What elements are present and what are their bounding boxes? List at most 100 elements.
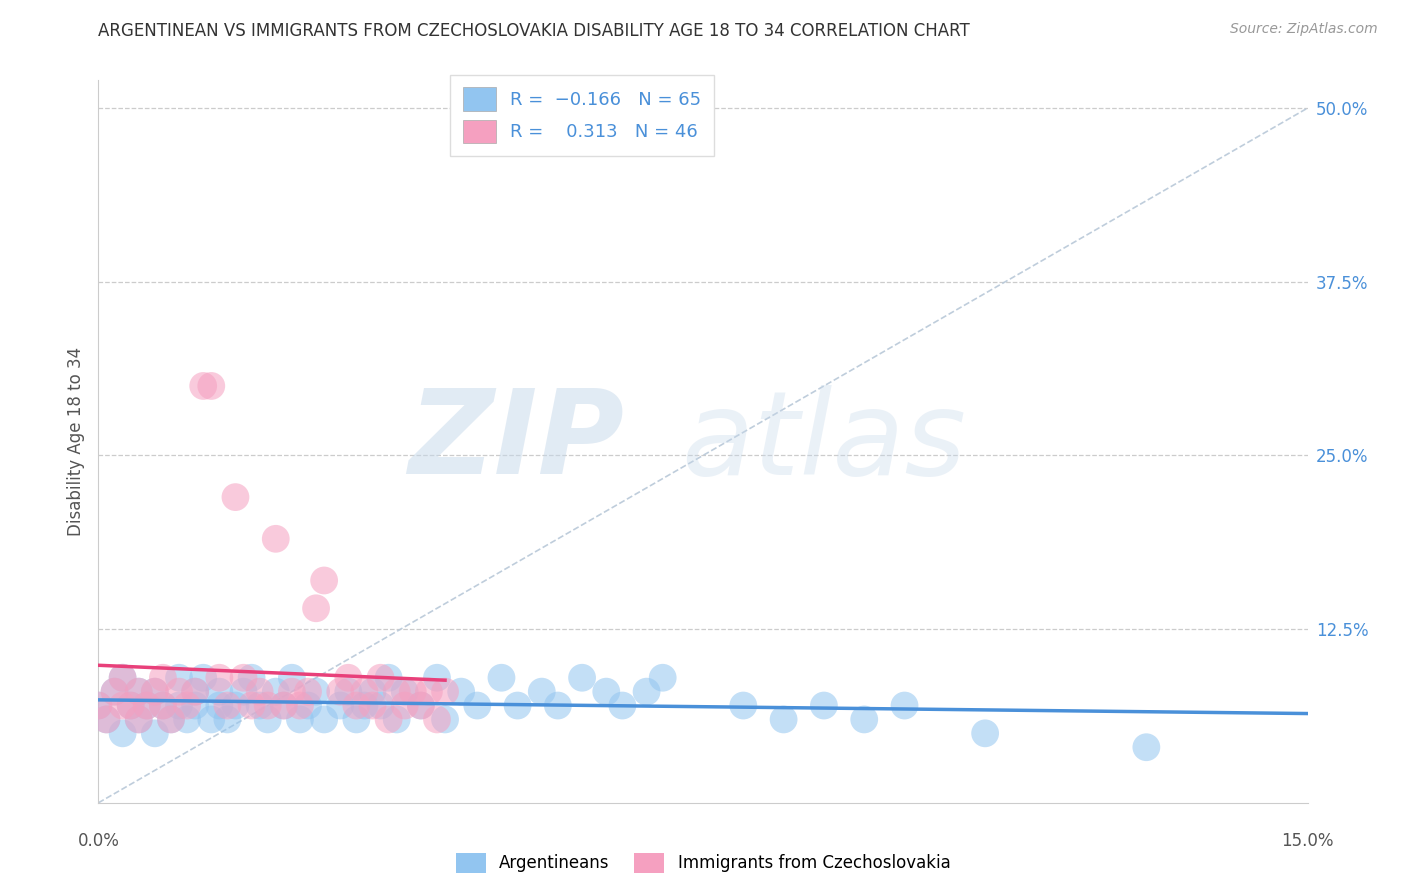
Point xyxy=(176,713,198,727)
Legend: Argentineans, Immigrants from Czechoslovakia: Argentineans, Immigrants from Czechoslov… xyxy=(449,847,957,880)
Point xyxy=(217,713,239,727)
Point xyxy=(344,713,367,727)
Point xyxy=(167,671,190,685)
Point xyxy=(305,684,328,698)
Point xyxy=(135,698,157,713)
Point xyxy=(143,726,166,740)
Point xyxy=(152,698,174,713)
Point xyxy=(256,698,278,713)
Point xyxy=(193,379,215,393)
Point xyxy=(103,684,125,698)
Text: 15.0%: 15.0% xyxy=(1281,831,1334,850)
Point xyxy=(377,713,399,727)
Text: ZIP: ZIP xyxy=(408,384,624,499)
Point xyxy=(217,698,239,713)
Point xyxy=(240,698,263,713)
Point xyxy=(240,671,263,685)
Point xyxy=(96,713,118,727)
Point xyxy=(733,698,755,713)
Point xyxy=(288,698,311,713)
Point xyxy=(813,698,835,713)
Point xyxy=(128,684,150,698)
Point xyxy=(361,684,384,698)
Point xyxy=(612,698,634,713)
Point xyxy=(329,698,352,713)
Point xyxy=(370,671,392,685)
Point xyxy=(636,684,658,698)
Point xyxy=(530,684,553,698)
Point xyxy=(491,671,513,685)
Point xyxy=(167,698,190,713)
Point xyxy=(208,671,231,685)
Point xyxy=(772,713,794,727)
Point xyxy=(111,671,134,685)
Point xyxy=(111,698,134,713)
Point xyxy=(434,684,457,698)
Point xyxy=(273,698,295,713)
Y-axis label: Disability Age 18 to 34: Disability Age 18 to 34 xyxy=(66,347,84,536)
Point xyxy=(160,713,183,727)
Point xyxy=(256,713,278,727)
Point xyxy=(402,684,425,698)
Point xyxy=(143,684,166,698)
Point xyxy=(167,684,190,698)
Point xyxy=(297,684,319,698)
Point xyxy=(394,698,416,713)
Point xyxy=(120,698,142,713)
Point xyxy=(152,698,174,713)
Point xyxy=(208,698,231,713)
Text: ARGENTINEAN VS IMMIGRANTS FROM CZECHOSLOVAKIA DISABILITY AGE 18 TO 34 CORRELATIO: ARGENTINEAN VS IMMIGRANTS FROM CZECHOSLO… xyxy=(98,22,970,40)
Point xyxy=(281,671,304,685)
Point xyxy=(224,490,246,504)
Point xyxy=(426,713,449,727)
Point xyxy=(273,698,295,713)
Point xyxy=(344,698,367,713)
Point xyxy=(288,713,311,727)
Point xyxy=(314,713,336,727)
Point xyxy=(176,698,198,713)
Point xyxy=(143,684,166,698)
Point xyxy=(200,713,222,727)
Point xyxy=(337,671,360,685)
Point xyxy=(651,671,673,685)
Point xyxy=(434,713,457,727)
Point xyxy=(249,684,271,698)
Point xyxy=(385,713,408,727)
Point xyxy=(418,684,440,698)
Point xyxy=(893,698,915,713)
Point xyxy=(264,684,287,698)
Text: atlas: atlas xyxy=(682,384,966,499)
Point xyxy=(426,671,449,685)
Point xyxy=(184,684,207,698)
Point xyxy=(353,684,375,698)
Point xyxy=(353,698,375,713)
Point xyxy=(409,698,432,713)
Point xyxy=(200,379,222,393)
Point xyxy=(128,713,150,727)
Point xyxy=(394,684,416,698)
Point xyxy=(571,671,593,685)
Point xyxy=(370,698,392,713)
Point xyxy=(853,713,876,727)
Point xyxy=(111,726,134,740)
Point xyxy=(305,601,328,615)
Point xyxy=(297,698,319,713)
Point xyxy=(208,684,231,698)
Point xyxy=(120,698,142,713)
Point xyxy=(232,684,254,698)
Point xyxy=(314,574,336,588)
Point xyxy=(193,671,215,685)
Text: Source: ZipAtlas.com: Source: ZipAtlas.com xyxy=(1230,22,1378,37)
Point xyxy=(465,698,488,713)
Legend: R =  −0.166   N = 65, R =    0.313   N = 46: R = −0.166 N = 65, R = 0.313 N = 46 xyxy=(450,75,714,155)
Text: 0.0%: 0.0% xyxy=(77,831,120,850)
Point xyxy=(128,684,150,698)
Point xyxy=(96,713,118,727)
Point xyxy=(377,671,399,685)
Point xyxy=(385,684,408,698)
Point xyxy=(87,698,110,713)
Point xyxy=(409,698,432,713)
Point xyxy=(506,698,529,713)
Point xyxy=(224,698,246,713)
Point xyxy=(547,698,569,713)
